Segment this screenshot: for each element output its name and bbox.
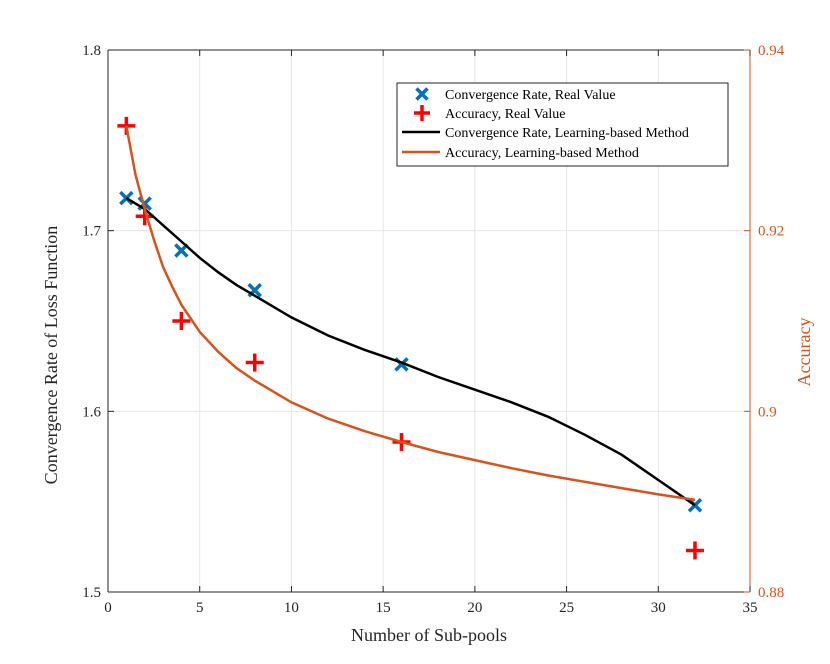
accuracy-real-point: [245, 353, 264, 372]
legend: Convergence Rate, Real Value Accuracy, Re…: [396, 82, 729, 167]
y-right-tick-label: 0.88: [758, 585, 784, 601]
y-left-tick-label: 1.5: [82, 585, 101, 601]
y-right-tick-label: 0.9: [758, 404, 777, 420]
x-tick-label: 0: [104, 600, 112, 616]
legend-box: [396, 82, 729, 167]
legend-label: Convergence Rate, Learning-based Method: [445, 126, 689, 141]
y-axis-right-title: Accuracy: [794, 318, 814, 387]
accuracy-real-point: [172, 312, 191, 330]
y-right-tick-label: 0.94: [758, 43, 785, 59]
x-tick-label: 25: [559, 600, 574, 616]
y-axis-left-title: Convergence Rate of Loss Function: [41, 226, 61, 485]
y-left-tick-label: 1.8: [82, 43, 101, 59]
y-left-tick-label: 1.7: [82, 224, 101, 240]
legend-marker: [415, 87, 429, 101]
axes: 0 5 10 15 20 25 30 35 1.5 1.6 1.7 1.8 0.88 0.9 0.92 0.9…: [82, 43, 785, 616]
accuracy-real-point: [685, 541, 704, 560]
legend-label: Convergence Rate, Real Value: [445, 88, 616, 103]
legend-entry: Convergence Rate, Learning-based Method: [402, 126, 689, 141]
legend-entry: Accuracy, Real Value: [414, 105, 566, 122]
x-tick-label: 20: [467, 600, 482, 616]
x-tick-label: 35: [743, 600, 758, 616]
y-left-tick-label: 1.6: [82, 404, 101, 420]
legend-entry: Convergence Rate, Real Value: [415, 87, 616, 103]
legend-label: Accuracy, Learning-based Method: [445, 146, 639, 161]
x-axis-title: Number of Sub-pools: [351, 625, 507, 645]
legend-entry: Accuracy, Learning-based Method: [402, 146, 639, 161]
x-tick-label: 5: [196, 600, 204, 616]
plot-series: [117, 116, 704, 560]
x-tick-label: 15: [376, 600, 391, 616]
y-right-tick-label: 0.92: [758, 224, 784, 240]
legend-label: Accuracy, Real Value: [445, 107, 566, 122]
x-tick-label: 30: [651, 600, 666, 616]
x-tick-label: 10: [284, 600, 299, 616]
convergence-fit-line: [125, 197, 696, 507]
accuracy-fit-line: [125, 125, 696, 502]
